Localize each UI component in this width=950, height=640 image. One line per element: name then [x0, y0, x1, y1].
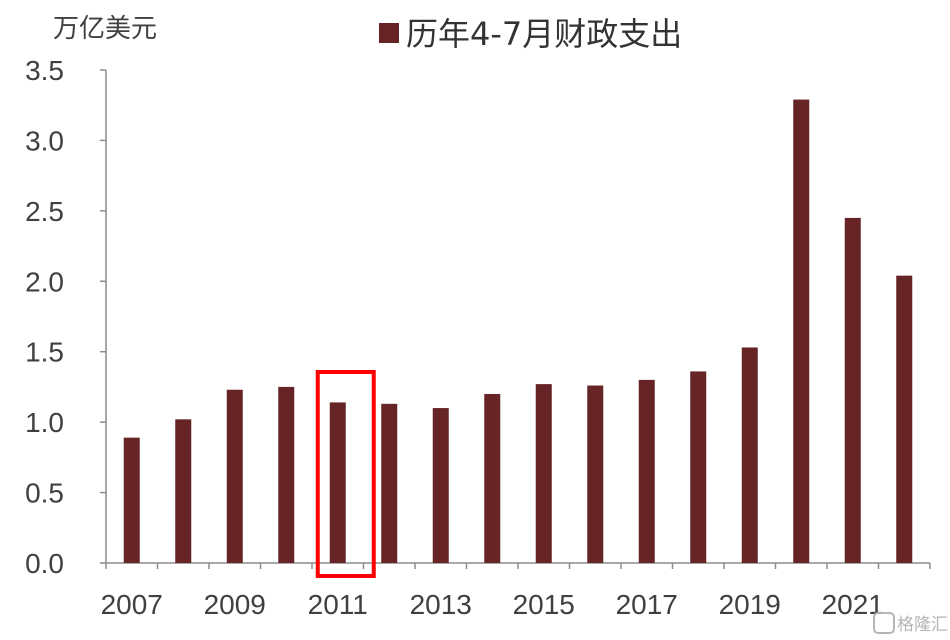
- y-tick-label: 1.5: [25, 337, 64, 368]
- bar-2016: [587, 385, 604, 563]
- bar-2013: [432, 408, 449, 563]
- gelonghui-logo-icon: [873, 612, 895, 634]
- bar-2018: [690, 371, 707, 563]
- x-tick-label: 2015: [513, 589, 575, 620]
- bar-2017: [638, 379, 655, 563]
- y-tick-label: 0.0: [25, 548, 64, 579]
- y-axis-ticks: 0.0 0.5 1.0 1.5 2.0 2.5 3.0 3.5: [25, 55, 106, 579]
- bar-2021: [844, 217, 861, 563]
- bar-2020: [793, 99, 810, 563]
- bar-2019: [741, 347, 758, 563]
- bar-series: [123, 99, 913, 563]
- x-tick-label: 2011: [308, 589, 368, 620]
- x-axis-ticks: 2007 2009 2011 2013 2015 2017 2019 2021: [101, 563, 931, 620]
- x-tick-label: 2009: [204, 589, 266, 620]
- y-tick-label: 1.0: [25, 407, 64, 438]
- y-tick-label: 3.0: [25, 125, 64, 156]
- highlight-group: [315, 370, 376, 578]
- legend-swatch: [379, 23, 399, 43]
- x-tick-label: 2017: [616, 589, 678, 620]
- bar-2015: [535, 384, 552, 563]
- legend: 历年4-7月财政支出: [379, 15, 682, 53]
- bar-2012: [381, 403, 398, 563]
- x-tick-label: 2019: [719, 589, 781, 620]
- bar-2011: [329, 402, 346, 563]
- watermark-text: 格隆汇: [897, 615, 948, 635]
- x-tick-label: 2007: [101, 589, 163, 620]
- y-tick-label: 3.5: [25, 55, 64, 86]
- x-tick-label: 2013: [410, 589, 472, 620]
- bar-2010: [278, 386, 295, 563]
- bar-2007: [123, 437, 140, 563]
- bar-2009: [226, 389, 243, 563]
- bar-2014: [484, 393, 501, 563]
- bar-2022: [896, 275, 913, 563]
- legend-label: 历年4-7月财政支出: [406, 15, 682, 53]
- bar-2008: [175, 419, 192, 563]
- y-tick-label: 2.5: [25, 196, 64, 227]
- highlight-box-2011: [315, 370, 376, 578]
- y-tick-label: 0.5: [25, 478, 64, 509]
- y-tick-label: 2.0: [25, 266, 64, 297]
- y-axis-unit-label: 万亿美元: [53, 14, 157, 44]
- watermark: 格隆汇: [873, 612, 948, 635]
